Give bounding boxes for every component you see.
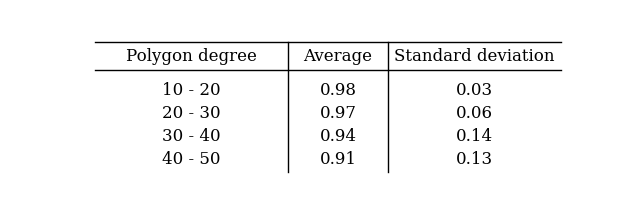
Text: Average: Average — [303, 48, 372, 65]
Text: 0.03: 0.03 — [456, 82, 493, 99]
Text: Standard deviation: Standard deviation — [394, 48, 555, 65]
Text: 0.13: 0.13 — [456, 151, 493, 168]
Text: 0.91: 0.91 — [319, 151, 356, 168]
Text: 0.98: 0.98 — [319, 82, 356, 99]
Text: 30 - 40: 30 - 40 — [163, 128, 221, 145]
Text: Polygon degree: Polygon degree — [126, 48, 257, 65]
Text: 0.94: 0.94 — [319, 128, 356, 145]
Text: 10 - 20: 10 - 20 — [163, 82, 221, 99]
Text: 0.06: 0.06 — [456, 105, 493, 122]
Text: 20 - 30: 20 - 30 — [163, 105, 221, 122]
Text: 0.97: 0.97 — [319, 105, 356, 122]
Text: 40 - 50: 40 - 50 — [163, 151, 221, 168]
Text: 0.14: 0.14 — [456, 128, 493, 145]
